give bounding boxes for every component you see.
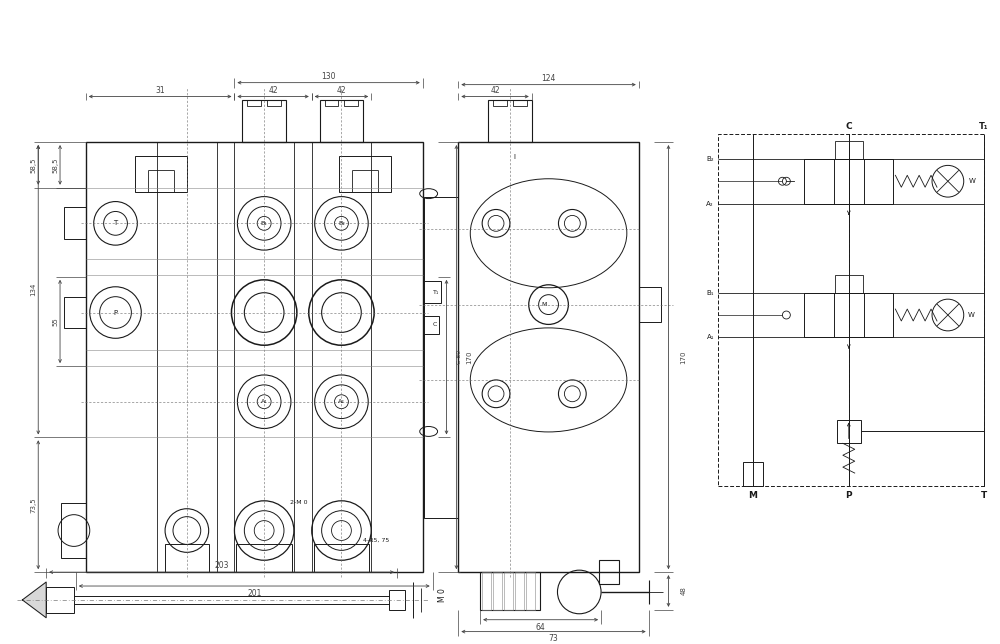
Text: 124: 124 [541, 73, 556, 82]
Text: 58,5: 58,5 [30, 157, 36, 173]
Bar [423, 281, 441, 303]
Text: 170: 170 [680, 350, 686, 364]
Bar [504, 572, 513, 610]
Text: I: I [514, 154, 516, 160]
Text: W: W [969, 178, 976, 184]
Text: 42: 42 [337, 86, 346, 95]
Bar [804, 159, 893, 204]
Text: 48: 48 [680, 587, 686, 596]
Bar [639, 287, 661, 323]
Bar [135, 156, 187, 192]
Text: 2-M 0: 2-M 0 [290, 500, 307, 506]
Text: T₁: T₁ [979, 122, 988, 131]
Text: M 0: M 0 [438, 588, 447, 602]
Text: C: C [845, 122, 852, 131]
Bar [314, 544, 369, 572]
Bar [423, 316, 439, 334]
Text: 170: 170 [466, 350, 472, 364]
Text: 55: 55 [52, 317, 58, 326]
Bar [424, 196, 458, 518]
Bar [242, 100, 286, 142]
Text: 42: 42 [268, 86, 278, 95]
Bar [389, 590, 405, 610]
Text: 130: 130 [321, 71, 336, 80]
Text: B₂: B₂ [338, 221, 345, 226]
Bar [837, 419, 861, 443]
Text: C: C [433, 322, 437, 327]
Bar [718, 134, 984, 486]
Bar [458, 142, 639, 572]
Text: 73,5: 73,5 [30, 497, 36, 513]
Bar [743, 462, 763, 486]
Bar [835, 275, 863, 293]
Text: T: T [980, 491, 987, 500]
Bar [599, 560, 619, 584]
Bar [488, 100, 532, 142]
Bar [526, 572, 535, 610]
Bar [267, 100, 281, 106]
Bar [64, 207, 86, 239]
Text: A₂: A₂ [706, 200, 714, 207]
Text: T₁: T₁ [433, 290, 439, 295]
Text: 4-R5, 75: 4-R5, 75 [363, 538, 390, 543]
Bar [493, 572, 502, 610]
Text: 42: 42 [490, 86, 500, 95]
Text: A₁: A₁ [261, 399, 268, 404]
Text: B₂: B₂ [706, 156, 714, 162]
Bar [513, 100, 527, 106]
Polygon shape [22, 582, 46, 618]
Bar [515, 572, 524, 610]
Text: A₂: A₂ [338, 399, 345, 404]
Text: P: P [113, 310, 118, 316]
Bar [325, 100, 338, 106]
Text: B₁: B₁ [261, 221, 268, 226]
Text: 201: 201 [247, 589, 261, 598]
Text: 64: 64 [536, 623, 546, 632]
Text: P: P [845, 491, 852, 500]
Text: B₁: B₁ [707, 290, 714, 296]
Text: 203: 203 [214, 561, 229, 570]
Text: 73: 73 [549, 634, 558, 643]
Bar [61, 503, 86, 558]
Text: T: T [113, 220, 118, 226]
Bar [339, 156, 391, 192]
Bar [165, 544, 209, 572]
Bar [320, 100, 363, 142]
Text: A₁: A₁ [707, 334, 714, 340]
Text: M: M [541, 302, 546, 307]
Text: M: M [748, 491, 757, 500]
Bar [86, 142, 423, 572]
Bar [46, 587, 74, 613]
Text: 31: 31 [155, 86, 165, 95]
Text: 134: 134 [30, 283, 36, 296]
Bar [64, 297, 86, 328]
Bar [344, 100, 358, 106]
Bar [493, 100, 507, 106]
Bar [482, 572, 491, 610]
Text: C 80: C 80 [457, 350, 462, 365]
Bar [247, 100, 261, 106]
Bar [804, 293, 893, 337]
Text: W: W [968, 312, 975, 318]
Bar [835, 141, 863, 159]
Bar [236, 544, 292, 572]
Text: 58,5: 58,5 [52, 157, 58, 173]
Bar [480, 572, 540, 610]
